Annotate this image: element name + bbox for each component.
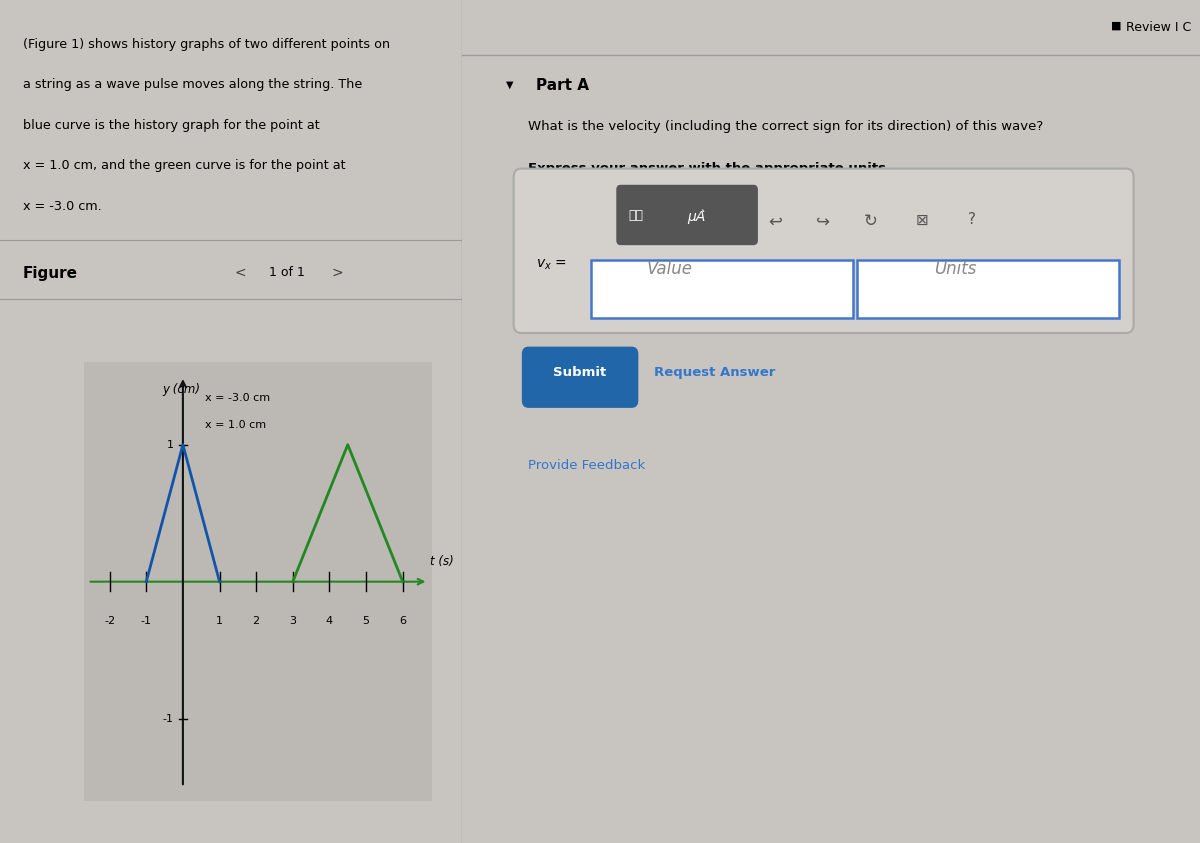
Text: blue curve is the history graph for the point at: blue curve is the history graph for the …	[23, 119, 320, 132]
Text: y (cm): y (cm)	[163, 383, 200, 396]
Text: 1 of 1: 1 of 1	[269, 266, 305, 278]
Text: 3: 3	[289, 616, 296, 626]
Text: -1: -1	[140, 616, 151, 626]
Text: Part A: Part A	[535, 78, 589, 93]
Text: 5: 5	[362, 616, 370, 626]
Text: -1: -1	[163, 714, 174, 723]
Text: (Figure 1) shows history graphs of two different points on: (Figure 1) shows history graphs of two d…	[23, 38, 390, 51]
Text: ↩: ↩	[768, 212, 782, 230]
Text: μÀ: μÀ	[688, 209, 706, 223]
Text: 6: 6	[400, 616, 406, 626]
Text: ⬜⬜: ⬜⬜	[628, 209, 643, 222]
Text: Figure: Figure	[23, 266, 78, 281]
Text: -2: -2	[104, 616, 115, 626]
Text: Units: Units	[935, 260, 977, 277]
Text: t (s): t (s)	[430, 555, 454, 567]
Text: 2: 2	[253, 616, 259, 626]
Text: 1: 1	[167, 440, 174, 449]
FancyBboxPatch shape	[514, 169, 1134, 333]
Text: 4: 4	[326, 616, 332, 626]
Text: Value: Value	[647, 260, 692, 277]
Text: $v_x$ =: $v_x$ =	[535, 258, 566, 272]
Bar	[857, 260, 1118, 318]
Text: a string as a wave pulse moves along the string. The: a string as a wave pulse moves along the…	[23, 78, 362, 91]
FancyBboxPatch shape	[617, 185, 757, 244]
Text: Submit: Submit	[553, 366, 607, 379]
Bar	[592, 260, 853, 318]
Text: x = 1.0 cm: x = 1.0 cm	[205, 420, 266, 430]
Text: Express your answer with the appropriate units.: Express your answer with the appropriate…	[528, 162, 892, 175]
Text: Review I C: Review I C	[1127, 21, 1192, 34]
Text: >: >	[331, 266, 343, 280]
Text: x = 1.0 cm, and the green curve is for the point at: x = 1.0 cm, and the green curve is for t…	[23, 159, 346, 172]
Text: ⊠: ⊠	[916, 212, 929, 228]
Text: ?: ?	[967, 212, 976, 228]
Text: What is the velocity (including the correct sign for its direction) of this wave: What is the velocity (including the corr…	[528, 120, 1044, 132]
Text: <: <	[234, 266, 246, 280]
Text: x = -3.0 cm: x = -3.0 cm	[205, 393, 270, 403]
Text: Request Answer: Request Answer	[654, 366, 775, 379]
FancyBboxPatch shape	[522, 347, 637, 407]
Text: ↻: ↻	[864, 212, 878, 230]
Text: ▼: ▼	[506, 80, 514, 90]
Text: x = -3.0 cm.: x = -3.0 cm.	[23, 200, 102, 212]
Text: Provide Feedback: Provide Feedback	[528, 459, 646, 472]
Text: 1: 1	[216, 616, 223, 626]
Text: ↪: ↪	[816, 212, 830, 230]
Text: ■: ■	[1111, 21, 1122, 31]
